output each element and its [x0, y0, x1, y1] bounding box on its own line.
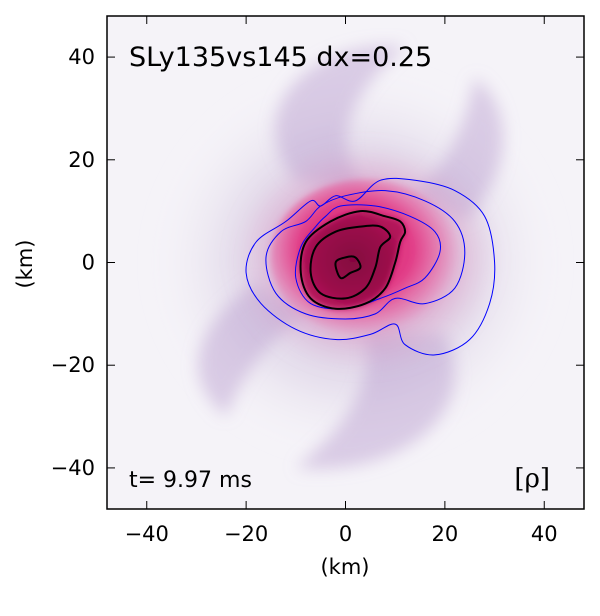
- x-axis-label: (km): [320, 555, 369, 579]
- x-axis-ticks: −40 −20 0 20 40: [125, 16, 558, 546]
- blue-contour-inner: [294, 204, 442, 310]
- x-tick-label: −40: [125, 522, 169, 546]
- x-tick-label: 0: [339, 522, 352, 546]
- black-contour-core: [334, 255, 362, 280]
- blue-contour-outer: [245, 177, 496, 356]
- y-tick-label: −40: [51, 456, 95, 480]
- x-tick-label: 20: [432, 522, 459, 546]
- blue-contour-group: [245, 177, 496, 356]
- y-axis-label: (km): [13, 239, 37, 288]
- black-contour-group: [299, 210, 407, 310]
- panel-title: SLy135vs145 dx=0.25: [129, 42, 432, 73]
- density-spiral-arm: [295, 334, 455, 470]
- y-tick-label: 20: [68, 148, 95, 172]
- y-axis-ticks: −40 −20 0 20 40: [51, 45, 584, 480]
- y-tick-label: −20: [51, 353, 95, 377]
- x-tick-label: −20: [224, 522, 268, 546]
- time-label: t= 9.97 ms: [129, 468, 252, 493]
- x-tick-label: 40: [531, 522, 558, 546]
- y-tick-label: 0: [82, 251, 95, 275]
- blue-contour-middle: [265, 189, 466, 320]
- black-contour-inner: [309, 224, 392, 300]
- black-contour-outer: [299, 210, 407, 310]
- variable-label: [ρ]: [514, 464, 550, 494]
- y-tick-label: 40: [68, 45, 95, 69]
